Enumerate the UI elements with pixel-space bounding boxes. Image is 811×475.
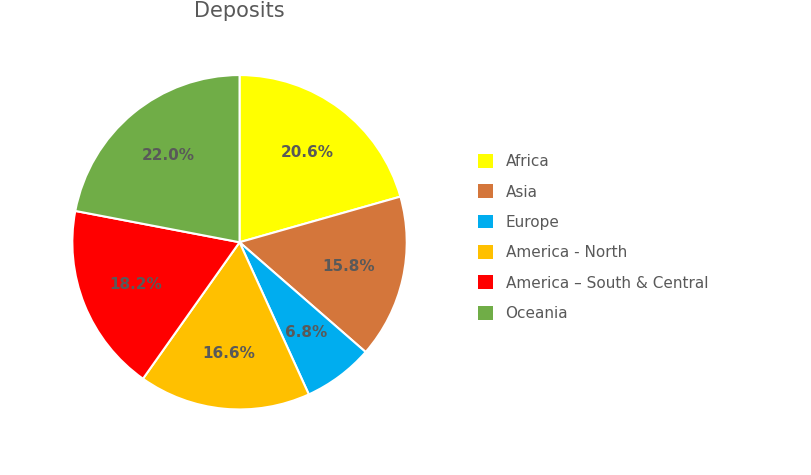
Text: 6.8%: 6.8% — [285, 324, 328, 340]
Title: Deposits: Deposits — [194, 0, 285, 20]
Wedge shape — [143, 242, 308, 409]
Text: 15.8%: 15.8% — [322, 259, 375, 274]
Wedge shape — [239, 242, 365, 394]
Wedge shape — [239, 197, 406, 352]
Wedge shape — [239, 75, 400, 242]
Text: 16.6%: 16.6% — [202, 346, 255, 361]
Legend: Africa, Asia, Europe, America - North, America – South & Central, Oceania: Africa, Asia, Europe, America - North, A… — [470, 146, 714, 329]
Wedge shape — [72, 211, 239, 379]
Text: 20.6%: 20.6% — [281, 145, 333, 161]
Text: 22.0%: 22.0% — [141, 148, 195, 163]
Wedge shape — [75, 75, 239, 242]
Text: 18.2%: 18.2% — [109, 276, 162, 292]
